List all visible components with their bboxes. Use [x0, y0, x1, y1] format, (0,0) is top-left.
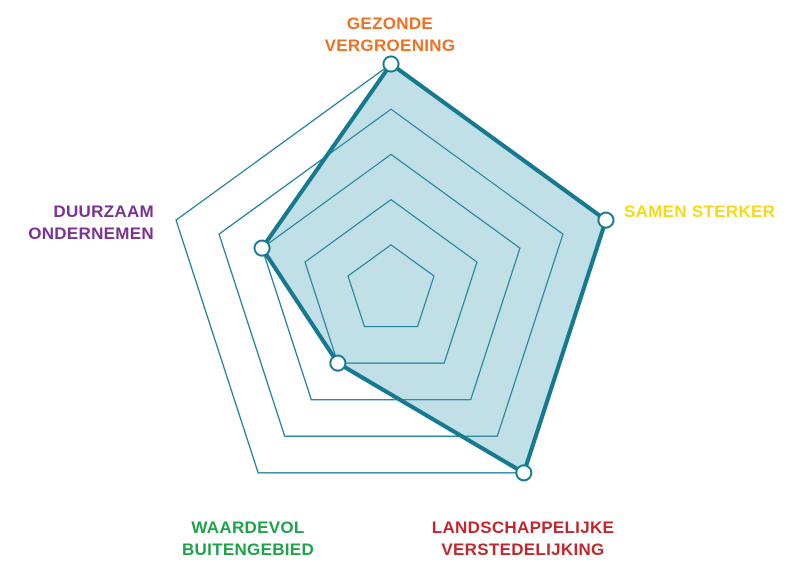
axis-label-line: LANDSCHAPPELIJKE: [431, 518, 615, 537]
axis-label-line: SAMEN STERKER: [624, 202, 776, 221]
grid-ring-overlay-3: [261, 153, 521, 401]
axis-label-line: DUURZAAM: [53, 202, 154, 221]
grid-ring-overlay-1: [347, 244, 435, 328]
data-point-4: [253, 239, 271, 257]
data-point-2: [515, 464, 533, 482]
axis-label-samen-sterker: SAMEN STERKER: [624, 201, 775, 223]
data-point-1: [597, 211, 615, 229]
axis-label-line: VERGROENING: [324, 36, 456, 55]
data-point-0: [382, 55, 400, 73]
grid-ring-overlay-4: [218, 108, 564, 437]
axis-label-line: VERSTEDELIJKING: [441, 540, 605, 559]
axis-label-line: BUITENGEBIED: [181, 540, 315, 559]
axis-label-duurzaam-ondernemen: DUURZAAM ONDERNEMEN: [14, 201, 154, 245]
radar-series: [175, 55, 615, 482]
axis-label-line: GEZONDE: [346, 14, 434, 33]
series-area: [259, 61, 609, 476]
axis-label-line: WAARDEVOL: [191, 518, 305, 537]
grid-ring-overlay-2: [304, 198, 478, 364]
data-point-3: [329, 354, 347, 372]
axis-label-landschappelijke-verstedelijking: LANDSCHAPPELIJKE VERSTEDELIJKING: [428, 517, 618, 561]
series-outline: [259, 61, 609, 476]
axis-label-waardevol-buitengebied: WAARDEVOL BUITENGEBIED: [168, 517, 328, 561]
axis-label-line: ONDERNEMEN: [28, 224, 154, 243]
axis-label-gezonde-vergroening: GEZONDE VERGROENING: [313, 13, 467, 57]
